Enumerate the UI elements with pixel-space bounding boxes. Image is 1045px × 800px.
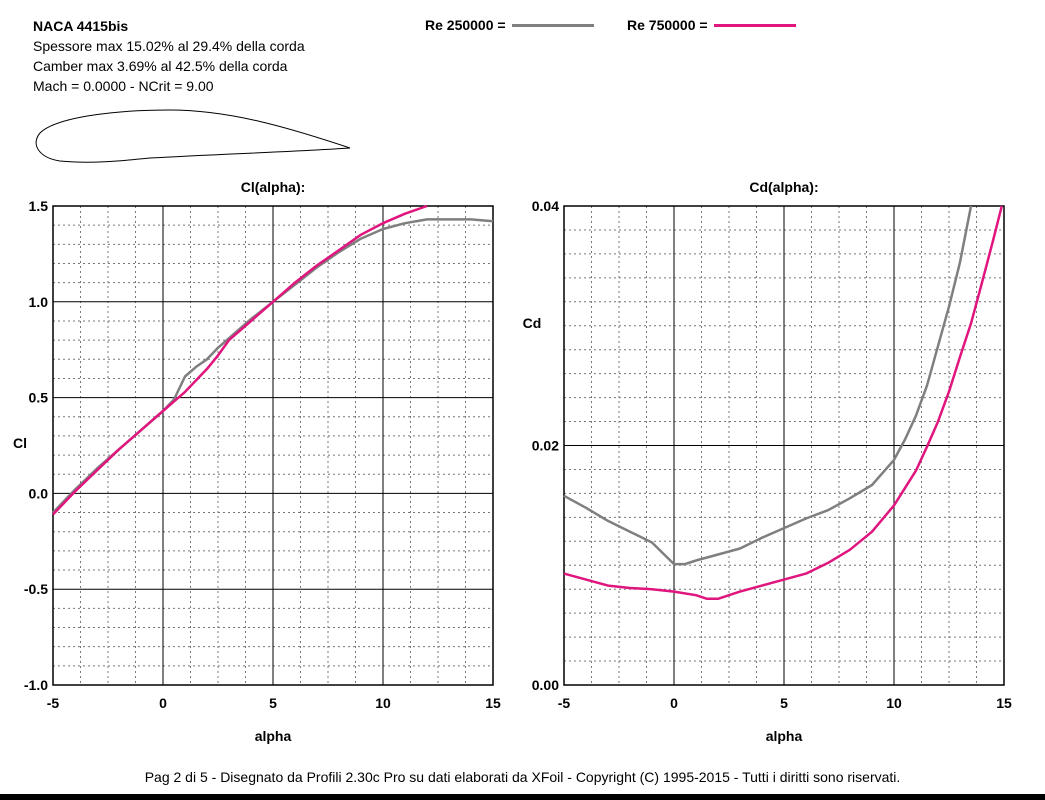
cd-x-tick-label: 10 xyxy=(886,695,902,711)
legend-swatch xyxy=(511,23,594,27)
cd-chart-title: Cd(alpha): xyxy=(749,179,818,195)
cd-alpha-chart: -5 0 5 10 15 0.00 0.02 0.04 Cd(alpha): alpha Cd xyxy=(523,179,1012,744)
cd-x-tick-label: 5 xyxy=(780,695,788,711)
cd-series-line-re750000 xyxy=(563,205,1004,601)
cl-y-tick-label: 1.5 xyxy=(29,198,49,214)
cl-x-tick-label: 15 xyxy=(485,695,501,711)
cl-x-tick-label: -5 xyxy=(47,695,60,711)
cl-alpha-chart: -5 0 5 10 15 -1.0 -0.5 0.0 0.5 1.0 1.5 Cl(alpha): al… xyxy=(13,179,501,744)
legend-entry-re750000: Re 750000 = xyxy=(627,17,796,33)
legend-label: Re 250000 = xyxy=(425,17,506,33)
cd-series-line-re250000 xyxy=(563,205,973,566)
cd-plot-frame xyxy=(563,205,1005,686)
cl-y-tick-label: 0.5 xyxy=(29,390,49,406)
cl-x-tick-label: 5 xyxy=(269,695,277,711)
cl-y-tick-label: 1.0 xyxy=(29,294,49,310)
airfoil-profile xyxy=(35,109,351,163)
cd-x-axis-label: alpha xyxy=(766,728,803,744)
cd-y-tick-label: 0.00 xyxy=(532,677,559,693)
cl-chart-title: Cl(alpha): xyxy=(241,179,306,195)
cl-y-tick-label: -0.5 xyxy=(24,581,48,597)
footer-text: Pag 2 di 5 - Disegnato da Profili 2.30c … xyxy=(144,769,901,785)
camber-line: Camber max 3.69% al 42.5% della corda xyxy=(33,58,288,74)
legend-label: Re 750000 = xyxy=(627,17,708,33)
legend-swatch xyxy=(713,23,796,27)
cl-y-axis-label: Cl xyxy=(13,435,27,451)
cl-y-tick-label: -1.0 xyxy=(24,677,48,693)
legend-entry-re250000: Re 250000 = xyxy=(425,17,594,33)
cd-x-tick-label: 15 xyxy=(996,695,1012,711)
cd-y-tick-label: 0.04 xyxy=(532,198,559,214)
airfoil-info: NACA 4415bis Spessore max 15.02% al 29.4… xyxy=(33,16,305,96)
cd-x-tick-label: 0 xyxy=(670,695,678,711)
cl-plot-frame xyxy=(52,205,494,686)
thickness-line: Spessore max 15.02% al 29.4% della corda xyxy=(33,38,305,54)
cl-x-tick-label: 10 xyxy=(375,695,391,711)
cd-x-tick-label: -5 xyxy=(558,695,571,711)
cl-y-tick-label: 0.0 xyxy=(29,485,49,501)
cd-y-axis-label: Cd xyxy=(523,315,542,331)
cl-series-line-re750000 xyxy=(52,204,428,516)
bottom-border xyxy=(0,794,1045,800)
cl-x-tick-label: 0 xyxy=(159,695,167,711)
airfoil-title: NACA 4415bis xyxy=(33,18,129,34)
cd-y-tick-label: 0.02 xyxy=(532,438,559,454)
cl-x-axis-label: alpha xyxy=(255,728,292,744)
mach-ncrit-line: Mach = 0.0000 - NCrit = 9.00 xyxy=(33,78,214,94)
